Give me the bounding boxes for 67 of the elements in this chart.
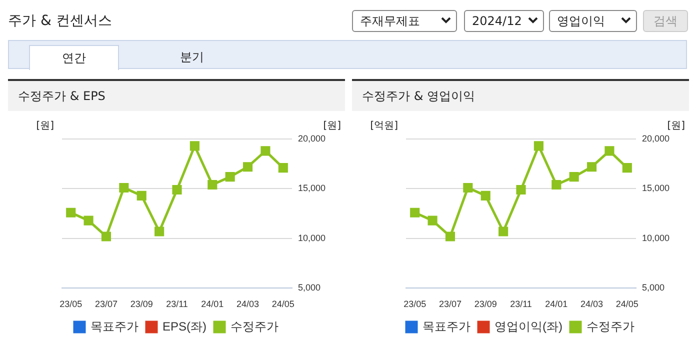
point	[136, 190, 146, 200]
x-tick-label: 23/05	[60, 299, 82, 310]
point	[260, 146, 270, 156]
legend-label: 수정주가	[586, 319, 634, 334]
point	[604, 146, 614, 156]
x-tick-label: 23/07	[94, 299, 118, 310]
point	[622, 163, 632, 173]
text: 연간	[29, 45, 119, 70]
y2-axis-title: [원]	[323, 120, 342, 132]
x-tick-label: 23/09	[130, 299, 153, 310]
text: 2024/12	[472, 14, 522, 28]
y2-tick-label: 5,000	[642, 282, 665, 293]
legend-label: 영업이익(좌)	[494, 319, 563, 334]
text: 주가 & 컨센서스	[8, 12, 112, 30]
text: 분기	[179, 49, 205, 66]
point	[101, 232, 112, 242]
legend-label: EPS(좌)	[162, 319, 207, 334]
point	[172, 184, 182, 195]
point	[586, 162, 597, 172]
point	[208, 180, 218, 190]
text: 주재무제표	[360, 14, 420, 28]
point	[410, 208, 420, 218]
x-tick-label: 23/05	[404, 299, 426, 310]
x-tick-label: 24/05	[616, 299, 638, 310]
y2-tick-label: 10,000	[642, 232, 670, 243]
text: 검색	[643, 10, 688, 32]
point	[534, 141, 544, 151]
point	[428, 216, 438, 226]
point	[445, 232, 456, 242]
y-axis-title: [억원]	[370, 120, 398, 132]
y2-tick-label: 15,000	[298, 183, 326, 194]
point	[225, 172, 235, 182]
x-tick-label: 24/03	[236, 299, 260, 310]
legend-label: 목표주가	[90, 319, 138, 334]
y2-tick-label: 10,000	[298, 232, 326, 243]
point	[84, 216, 94, 226]
point	[569, 172, 579, 182]
legend-label: 목표주가	[422, 319, 471, 334]
point	[66, 208, 76, 218]
x-tick-label: 24/01	[545, 299, 568, 310]
y2-tick-label: 5,000	[298, 282, 321, 293]
chart-title: 수정주가 & EPS	[8, 81, 345, 111]
point	[278, 163, 288, 173]
chart-title: 수정주가 & 영업이익	[352, 81, 689, 111]
point	[190, 141, 200, 151]
legend-label: 수정주가	[230, 319, 278, 334]
x-tick-label: 24/03	[580, 299, 604, 310]
text: 영업이익	[557, 14, 605, 28]
y2-tick-label: 20,000	[298, 133, 326, 144]
x-tick-label: 23/07	[438, 299, 462, 310]
y-axis-title: [원]	[36, 120, 54, 132]
point	[480, 190, 490, 200]
point	[119, 182, 129, 193]
x-tick-label: 23/09	[474, 299, 497, 310]
x-tick-label: 24/01	[201, 299, 224, 310]
point	[552, 180, 562, 190]
point	[154, 226, 164, 236]
point	[498, 226, 508, 236]
x-tick-label: 23/11	[510, 299, 532, 310]
x-tick-label: 24/05	[272, 299, 294, 310]
point	[463, 182, 473, 193]
point	[242, 162, 253, 172]
y2-tick-label: 15,000	[642, 183, 670, 194]
point	[516, 184, 526, 195]
y2-axis-title: [원]	[667, 120, 686, 132]
y2-tick-label: 20,000	[642, 133, 670, 144]
x-tick-label: 23/11	[166, 299, 188, 310]
